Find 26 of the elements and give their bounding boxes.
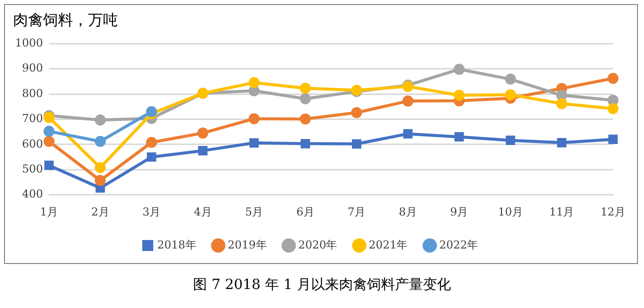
y-tick-label: 900 — [22, 62, 43, 75]
legend-label: 2019年 — [228, 238, 267, 252]
y-tick-label: 400 — [22, 188, 43, 201]
x-tick-label: 5月 — [245, 205, 264, 218]
x-tick-label: 3月 — [142, 205, 161, 218]
x-tick-label: 6月 — [296, 205, 314, 218]
y-tick-label: 1000 — [14, 36, 43, 50]
x-tick-label: 8月 — [398, 205, 417, 218]
x-tick-label: 12月 — [600, 205, 626, 218]
x-tick-label: 1月 — [40, 205, 58, 218]
x-tick-label: 11月 — [549, 205, 574, 218]
caption: 图 7 2018 年 1 月以来肉禽饲料产量变化 — [192, 276, 452, 294]
legend-label: 2021年 — [368, 238, 408, 252]
legend-label: 2022年 — [439, 238, 478, 252]
y-tick-label: 700 — [22, 112, 43, 126]
x-tick-label: 9月 — [450, 205, 468, 218]
x-tick-label: 7月 — [348, 205, 366, 218]
y-tick-label: 600 — [22, 137, 43, 150]
x-tick-label: 2月 — [91, 205, 110, 218]
x-tick-label: 10月 — [498, 205, 523, 218]
legend-label: 2018年 — [157, 238, 196, 252]
legend-label: 2020年 — [298, 238, 338, 252]
y-tick-label: 800 — [22, 86, 43, 100]
chart-title: 肉禽饲料，万吨 — [13, 11, 118, 30]
x-tick-label: 4月 — [194, 205, 212, 218]
y-tick-label: 500 — [22, 162, 43, 176]
